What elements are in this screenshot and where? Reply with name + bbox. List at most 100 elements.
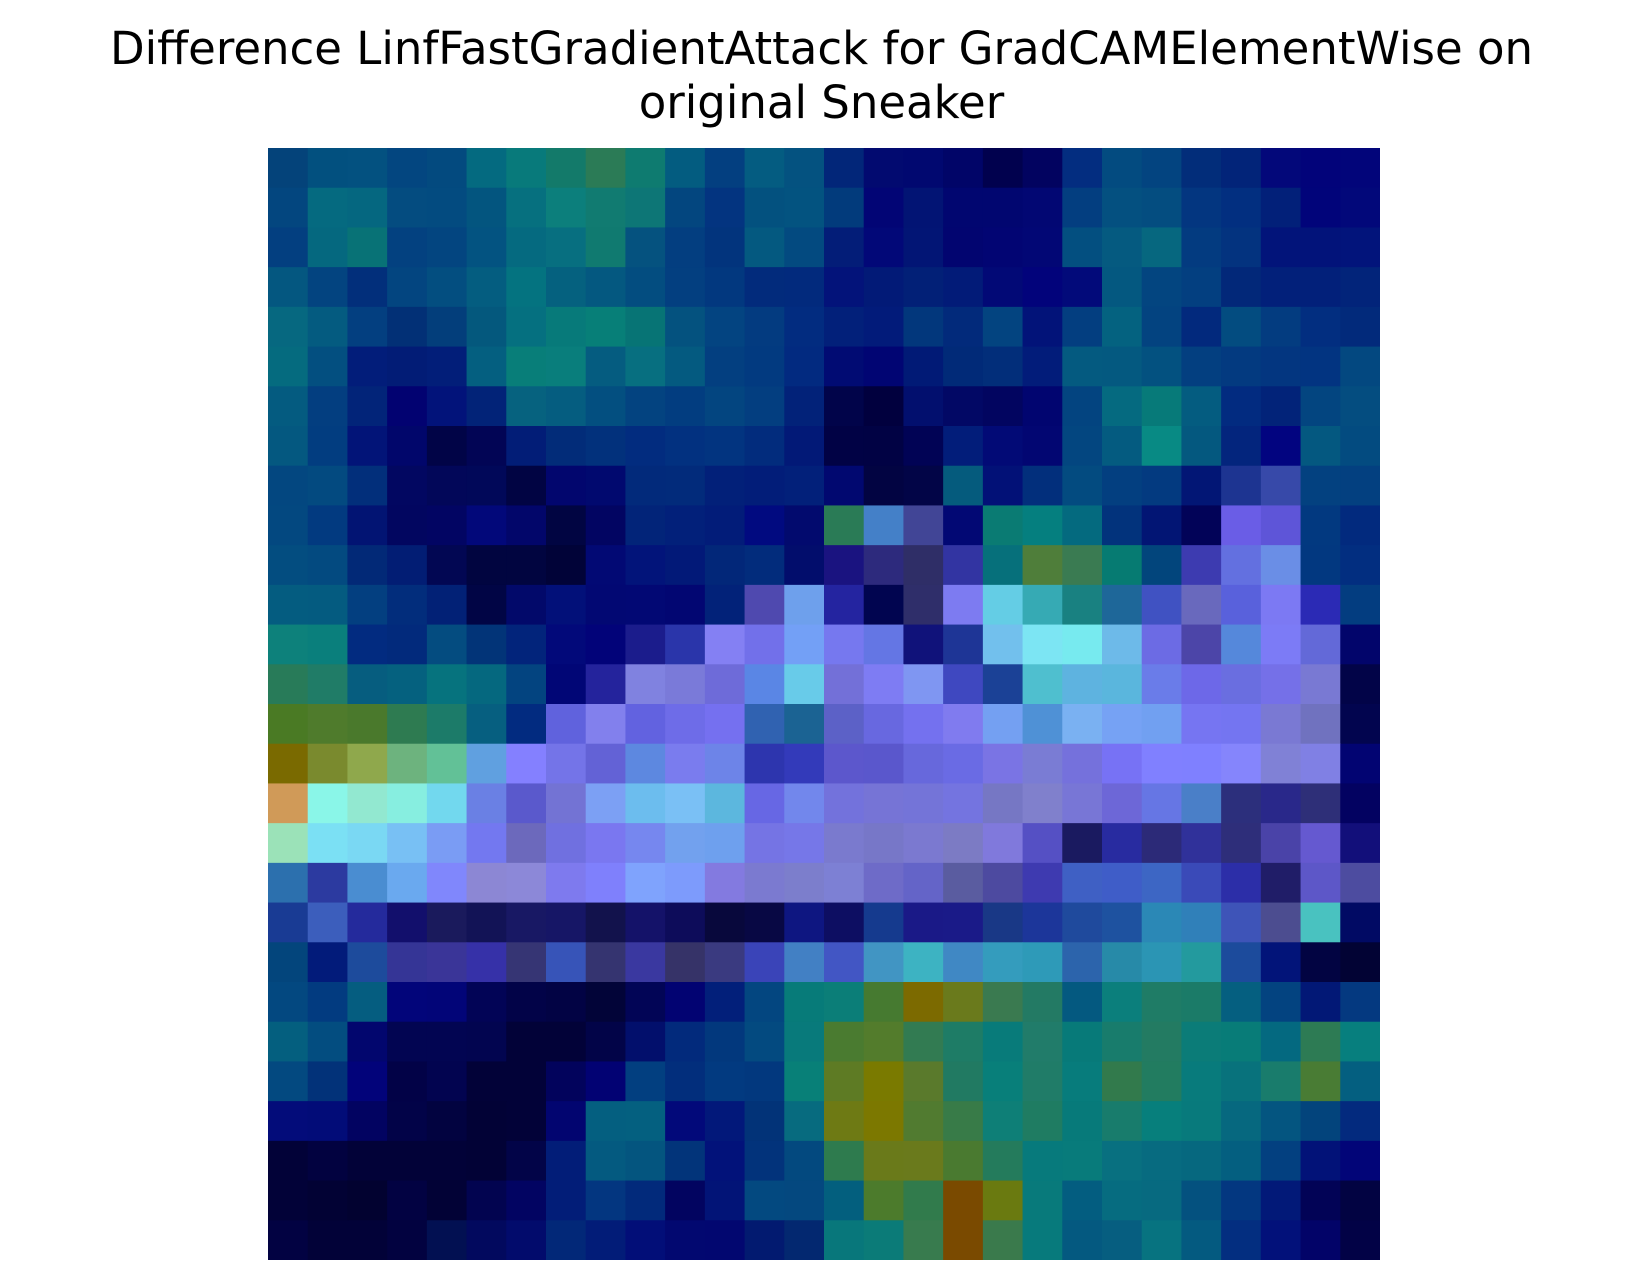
heatmap-cell-r0-c24 (1221, 148, 1262, 189)
heatmap-cell-r16-c12 (744, 783, 785, 824)
heatmap-cell-r21-c12 (744, 982, 785, 1023)
heatmap-cell-r9-c8 (585, 505, 627, 546)
heatmap-cell-r4-c13 (784, 306, 825, 348)
heatmap-cell-r11-c17 (943, 584, 984, 626)
heatmap-cell-r0-c16 (903, 148, 944, 189)
heatmap-cell-r24-c21 (1102, 1101, 1143, 1142)
heatmap-cell-r4-c7 (546, 306, 587, 348)
heatmap-cell-r4-c11 (704, 306, 746, 348)
heatmap-cell-r13-c7 (546, 664, 587, 705)
heatmap-cell-r21-c4 (426, 982, 468, 1023)
heatmap-cell-r18-c27 (1340, 862, 1380, 904)
heatmap-cell-r10-c6 (506, 545, 547, 586)
heatmap-cell-r22-c21 (1102, 1021, 1143, 1063)
heatmap-cell-r15-c1 (307, 743, 349, 785)
heatmap-cell-r22-c15 (863, 1021, 905, 1063)
heatmap-cell-r9-c2 (347, 505, 388, 546)
heatmap-cell-r11-c6 (506, 584, 547, 626)
heatmap-cell-r4-c15 (863, 306, 905, 348)
heatmap-cell-r27-c19 (1022, 1220, 1063, 1260)
heatmap-cell-r21-c16 (903, 982, 944, 1023)
heatmap-cell-r12-c4 (426, 624, 468, 665)
heatmap-cell-r21-c6 (506, 982, 547, 1023)
heatmap-cell-r8-c18 (982, 465, 1024, 507)
heatmap-cell-r10-c14 (824, 545, 865, 586)
heatmap-cell-r13-c17 (943, 664, 984, 705)
heatmap-plot-area (268, 148, 1380, 1260)
heatmap-cell-r24-c12 (744, 1101, 785, 1142)
heatmap-cell-r17-c2 (347, 823, 388, 864)
heatmap-cell-r26-c25 (1260, 1180, 1302, 1221)
heatmap-cell-r10-c8 (585, 545, 627, 586)
heatmap-cell-r23-c1 (307, 1061, 349, 1102)
heatmap-cell-r13-c25 (1260, 664, 1302, 705)
heatmap-cell-r9-c7 (546, 505, 587, 546)
heatmap-cell-r12-c5 (466, 624, 507, 665)
heatmap-cell-r17-c3 (387, 823, 428, 864)
heatmap-cell-r1-c24 (1221, 187, 1262, 229)
heatmap-cell-r2-c11 (704, 227, 746, 268)
heatmap-cell-r14-c19 (1022, 704, 1063, 745)
heatmap-cell-r3-c19 (1022, 267, 1063, 308)
heatmap-cell-r25-c9 (625, 1140, 666, 1182)
heatmap-cell-r9-c12 (744, 505, 785, 546)
heatmap-cell-r7-c8 (585, 426, 627, 467)
heatmap-cell-r11-c16 (903, 584, 944, 626)
heatmap-cell-r17-c13 (784, 823, 825, 864)
heatmap-cell-r17-c26 (1300, 823, 1341, 864)
heatmap-cell-r26-c8 (585, 1180, 627, 1221)
heatmap-cell-r10-c5 (466, 545, 507, 586)
heatmap-cell-r7-c23 (1181, 426, 1222, 467)
heatmap-cell-r17-c16 (903, 823, 944, 864)
heatmap-cell-r10-c2 (347, 545, 388, 586)
heatmap-cell-r11-c23 (1181, 584, 1222, 626)
heatmap-cell-r3-c10 (665, 267, 706, 308)
heatmap-cell-r19-c19 (1022, 902, 1063, 943)
heatmap-cell-r0-c0 (268, 148, 309, 189)
heatmap-cell-r16-c1 (307, 783, 349, 824)
heatmap-cell-r0-c13 (784, 148, 825, 189)
heatmap-cell-r21-c1 (307, 982, 349, 1023)
heatmap-cell-r25-c0 (268, 1140, 309, 1182)
heatmap-cell-r22-c19 (1022, 1021, 1063, 1063)
heatmap-cell-r2-c20 (1062, 227, 1103, 268)
heatmap-cell-r6-c3 (387, 386, 428, 427)
heatmap-cell-r0-c12 (744, 148, 785, 189)
heatmap-cell-r24-c23 (1181, 1101, 1222, 1142)
heatmap-cell-r6-c10 (665, 386, 706, 427)
heatmap-cell-r0-c9 (625, 148, 666, 189)
heatmap-cell-r27-c2 (347, 1220, 388, 1260)
heatmap-cell-r9-c16 (903, 505, 944, 546)
heatmap-cell-r25-c27 (1340, 1140, 1380, 1182)
heatmap-cell-r19-c17 (943, 902, 984, 943)
heatmap-cell-r25-c5 (466, 1140, 507, 1182)
heatmap-cell-r5-c1 (307, 346, 349, 387)
heatmap-cell-r8-c19 (1022, 465, 1063, 507)
heatmap-cell-r12-c25 (1260, 624, 1302, 665)
heatmap-cell-r21-c13 (784, 982, 825, 1023)
heatmap-cell-r16-c24 (1221, 783, 1262, 824)
heatmap-cell-r24-c22 (1141, 1101, 1183, 1142)
heatmap-cell-r0-c14 (824, 148, 865, 189)
heatmap-cell-r4-c16 (903, 306, 944, 348)
heatmap-cell-r0-c4 (426, 148, 468, 189)
heatmap-cell-r20-c25 (1260, 942, 1302, 983)
heatmap-cell-r8-c27 (1340, 465, 1380, 507)
heatmap-cell-r23-c5 (466, 1061, 507, 1102)
heatmap-cell-r18-c10 (665, 862, 706, 904)
heatmap-cell-r6-c27 (1340, 386, 1380, 427)
heatmap-cell-r5-c13 (784, 346, 825, 387)
heatmap-cell-r23-c0 (268, 1061, 309, 1102)
heatmap-cell-r8-c21 (1102, 465, 1143, 507)
heatmap-cell-r7-c6 (506, 426, 547, 467)
heatmap-cell-r3-c5 (466, 267, 507, 308)
heatmap-cell-r5-c7 (546, 346, 587, 387)
heatmap-cell-r2-c14 (824, 227, 865, 268)
heatmap-cell-r5-c3 (387, 346, 428, 387)
heatmap-cell-r26-c12 (744, 1180, 785, 1221)
heatmap-cell-r15-c9 (625, 743, 666, 785)
heatmap-cell-r16-c6 (506, 783, 547, 824)
heatmap-cell-r6-c18 (982, 386, 1024, 427)
heatmap-cell-r4-c19 (1022, 306, 1063, 348)
heatmap-cell-r13-c15 (863, 664, 905, 705)
